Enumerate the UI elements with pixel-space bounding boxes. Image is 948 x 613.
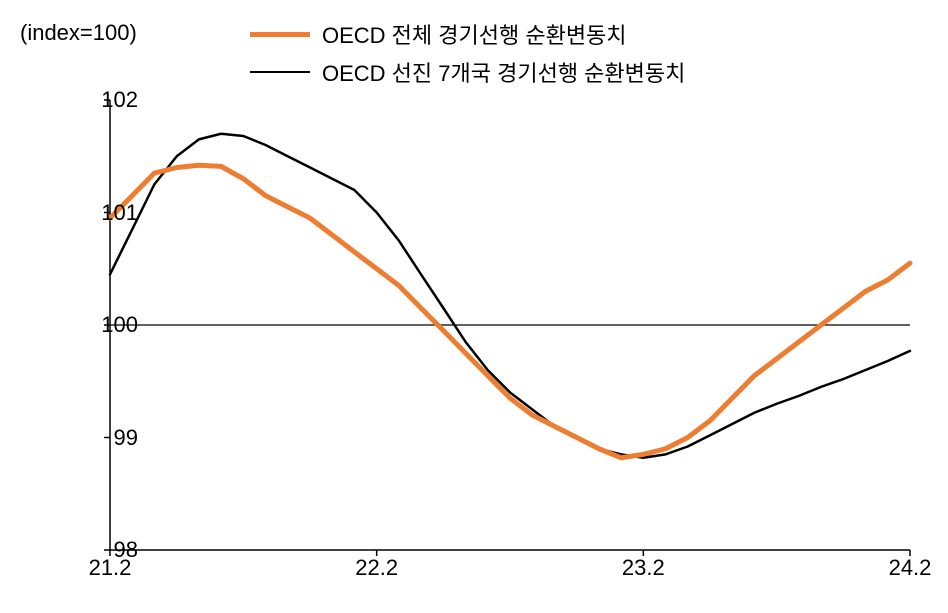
legend-label: OECD 선진 7개국 경기선행 순환변동치 (322, 56, 685, 88)
series-line (110, 165, 910, 458)
legend-item: OECD 전체 경기선행 순환변동치 (250, 18, 685, 50)
chart-unit-label: (index=100) (20, 20, 137, 46)
x-tick-label: 22.2 (355, 555, 398, 581)
series-line (110, 134, 910, 458)
x-tick-label: 21.2 (89, 555, 132, 581)
y-tick-label: 100 (78, 312, 138, 338)
y-tick-label: 102 (78, 87, 138, 113)
y-tick-label: 101 (78, 200, 138, 226)
legend-item: OECD 선진 7개국 경기선행 순환변동치 (250, 56, 685, 88)
y-tick-label: 99 (78, 425, 138, 451)
legend-swatch (250, 32, 310, 37)
legend-swatch (250, 71, 310, 74)
legend: OECD 전체 경기선행 순환변동치 OECD 선진 7개국 경기선행 순환변동… (250, 18, 685, 94)
legend-label: OECD 전체 경기선행 순환변동치 (322, 18, 627, 50)
chart-plot (110, 100, 910, 550)
x-tick-label: 23.2 (622, 555, 665, 581)
x-tick-label: 24.2 (889, 555, 932, 581)
